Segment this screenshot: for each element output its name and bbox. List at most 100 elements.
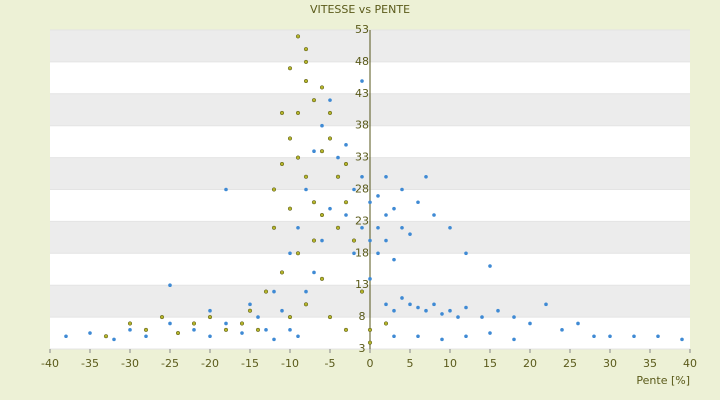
point xyxy=(295,155,301,160)
point xyxy=(159,315,165,320)
point xyxy=(327,136,333,141)
point xyxy=(344,213,348,217)
point xyxy=(272,337,276,342)
point xyxy=(271,187,277,192)
point xyxy=(440,337,444,342)
point xyxy=(351,238,357,243)
x-tick-label: -20 xyxy=(201,357,219,370)
point xyxy=(488,331,492,335)
point xyxy=(224,321,228,326)
point xyxy=(368,238,372,243)
point xyxy=(303,78,309,84)
point xyxy=(392,206,396,211)
point xyxy=(311,238,317,243)
point xyxy=(383,321,389,326)
point xyxy=(320,123,324,128)
x-tick-label: -40 xyxy=(41,357,59,370)
x-tick-label: 15 xyxy=(483,357,497,370)
point xyxy=(335,225,341,230)
point xyxy=(392,334,396,339)
point xyxy=(432,302,436,307)
point xyxy=(367,327,373,332)
point xyxy=(112,337,116,342)
point xyxy=(464,305,468,310)
x-tick-label: 0 xyxy=(367,357,374,370)
point xyxy=(288,251,292,256)
point xyxy=(208,308,212,313)
point xyxy=(464,251,468,256)
point xyxy=(279,270,285,275)
point xyxy=(528,321,532,326)
point xyxy=(191,321,197,326)
point xyxy=(192,328,196,332)
x-tick-label: 25 xyxy=(563,357,577,370)
point xyxy=(343,161,349,167)
point xyxy=(320,238,324,243)
point xyxy=(352,187,356,192)
point xyxy=(544,302,548,307)
point xyxy=(480,315,484,319)
point xyxy=(248,302,252,307)
x-tick-label: -10 xyxy=(281,357,299,370)
point xyxy=(384,174,388,179)
point xyxy=(512,315,516,319)
y-tick-label: 33 xyxy=(355,151,369,164)
x-tick-label: -35 xyxy=(81,357,99,370)
point xyxy=(319,149,325,154)
point xyxy=(336,155,340,160)
point xyxy=(408,232,412,236)
point xyxy=(287,66,293,71)
point xyxy=(376,194,380,198)
point xyxy=(416,305,420,310)
x-tick-label: -5 xyxy=(325,357,336,370)
x-axis-label: Pente [%] xyxy=(636,374,690,387)
point xyxy=(88,331,92,335)
point xyxy=(456,315,460,319)
point xyxy=(144,334,148,339)
point xyxy=(424,308,428,313)
point xyxy=(335,174,341,179)
point xyxy=(368,277,372,281)
point xyxy=(632,334,636,339)
point xyxy=(319,212,325,218)
point xyxy=(295,110,301,115)
point xyxy=(680,337,684,342)
y-tick-label: 43 xyxy=(355,87,369,100)
x-tick-label: -15 xyxy=(241,357,259,370)
point xyxy=(327,110,333,115)
point xyxy=(311,98,317,103)
point xyxy=(392,308,396,313)
point xyxy=(296,225,300,230)
point xyxy=(295,34,301,39)
point xyxy=(576,321,580,326)
point xyxy=(239,321,245,326)
point xyxy=(328,206,332,211)
point xyxy=(384,302,388,307)
point xyxy=(424,174,428,179)
point xyxy=(368,200,372,205)
point xyxy=(224,187,228,192)
point xyxy=(328,98,332,102)
point xyxy=(303,174,309,179)
y-tick-label: 3 xyxy=(359,342,366,355)
point xyxy=(127,321,133,326)
point xyxy=(360,174,364,179)
point xyxy=(295,251,301,256)
y-tick-label: 13 xyxy=(355,278,369,291)
point xyxy=(271,225,277,230)
point xyxy=(143,327,149,332)
y-tick-label: 28 xyxy=(355,183,369,196)
point xyxy=(319,276,325,281)
point xyxy=(168,283,172,288)
y-tick-label: 53 xyxy=(355,23,369,36)
point xyxy=(440,312,444,316)
point xyxy=(256,315,260,319)
point xyxy=(287,136,293,141)
point xyxy=(304,187,308,192)
point xyxy=(416,200,420,205)
point xyxy=(344,143,348,147)
point xyxy=(287,206,293,211)
point xyxy=(360,225,364,230)
y-tick-label: 23 xyxy=(355,214,369,227)
